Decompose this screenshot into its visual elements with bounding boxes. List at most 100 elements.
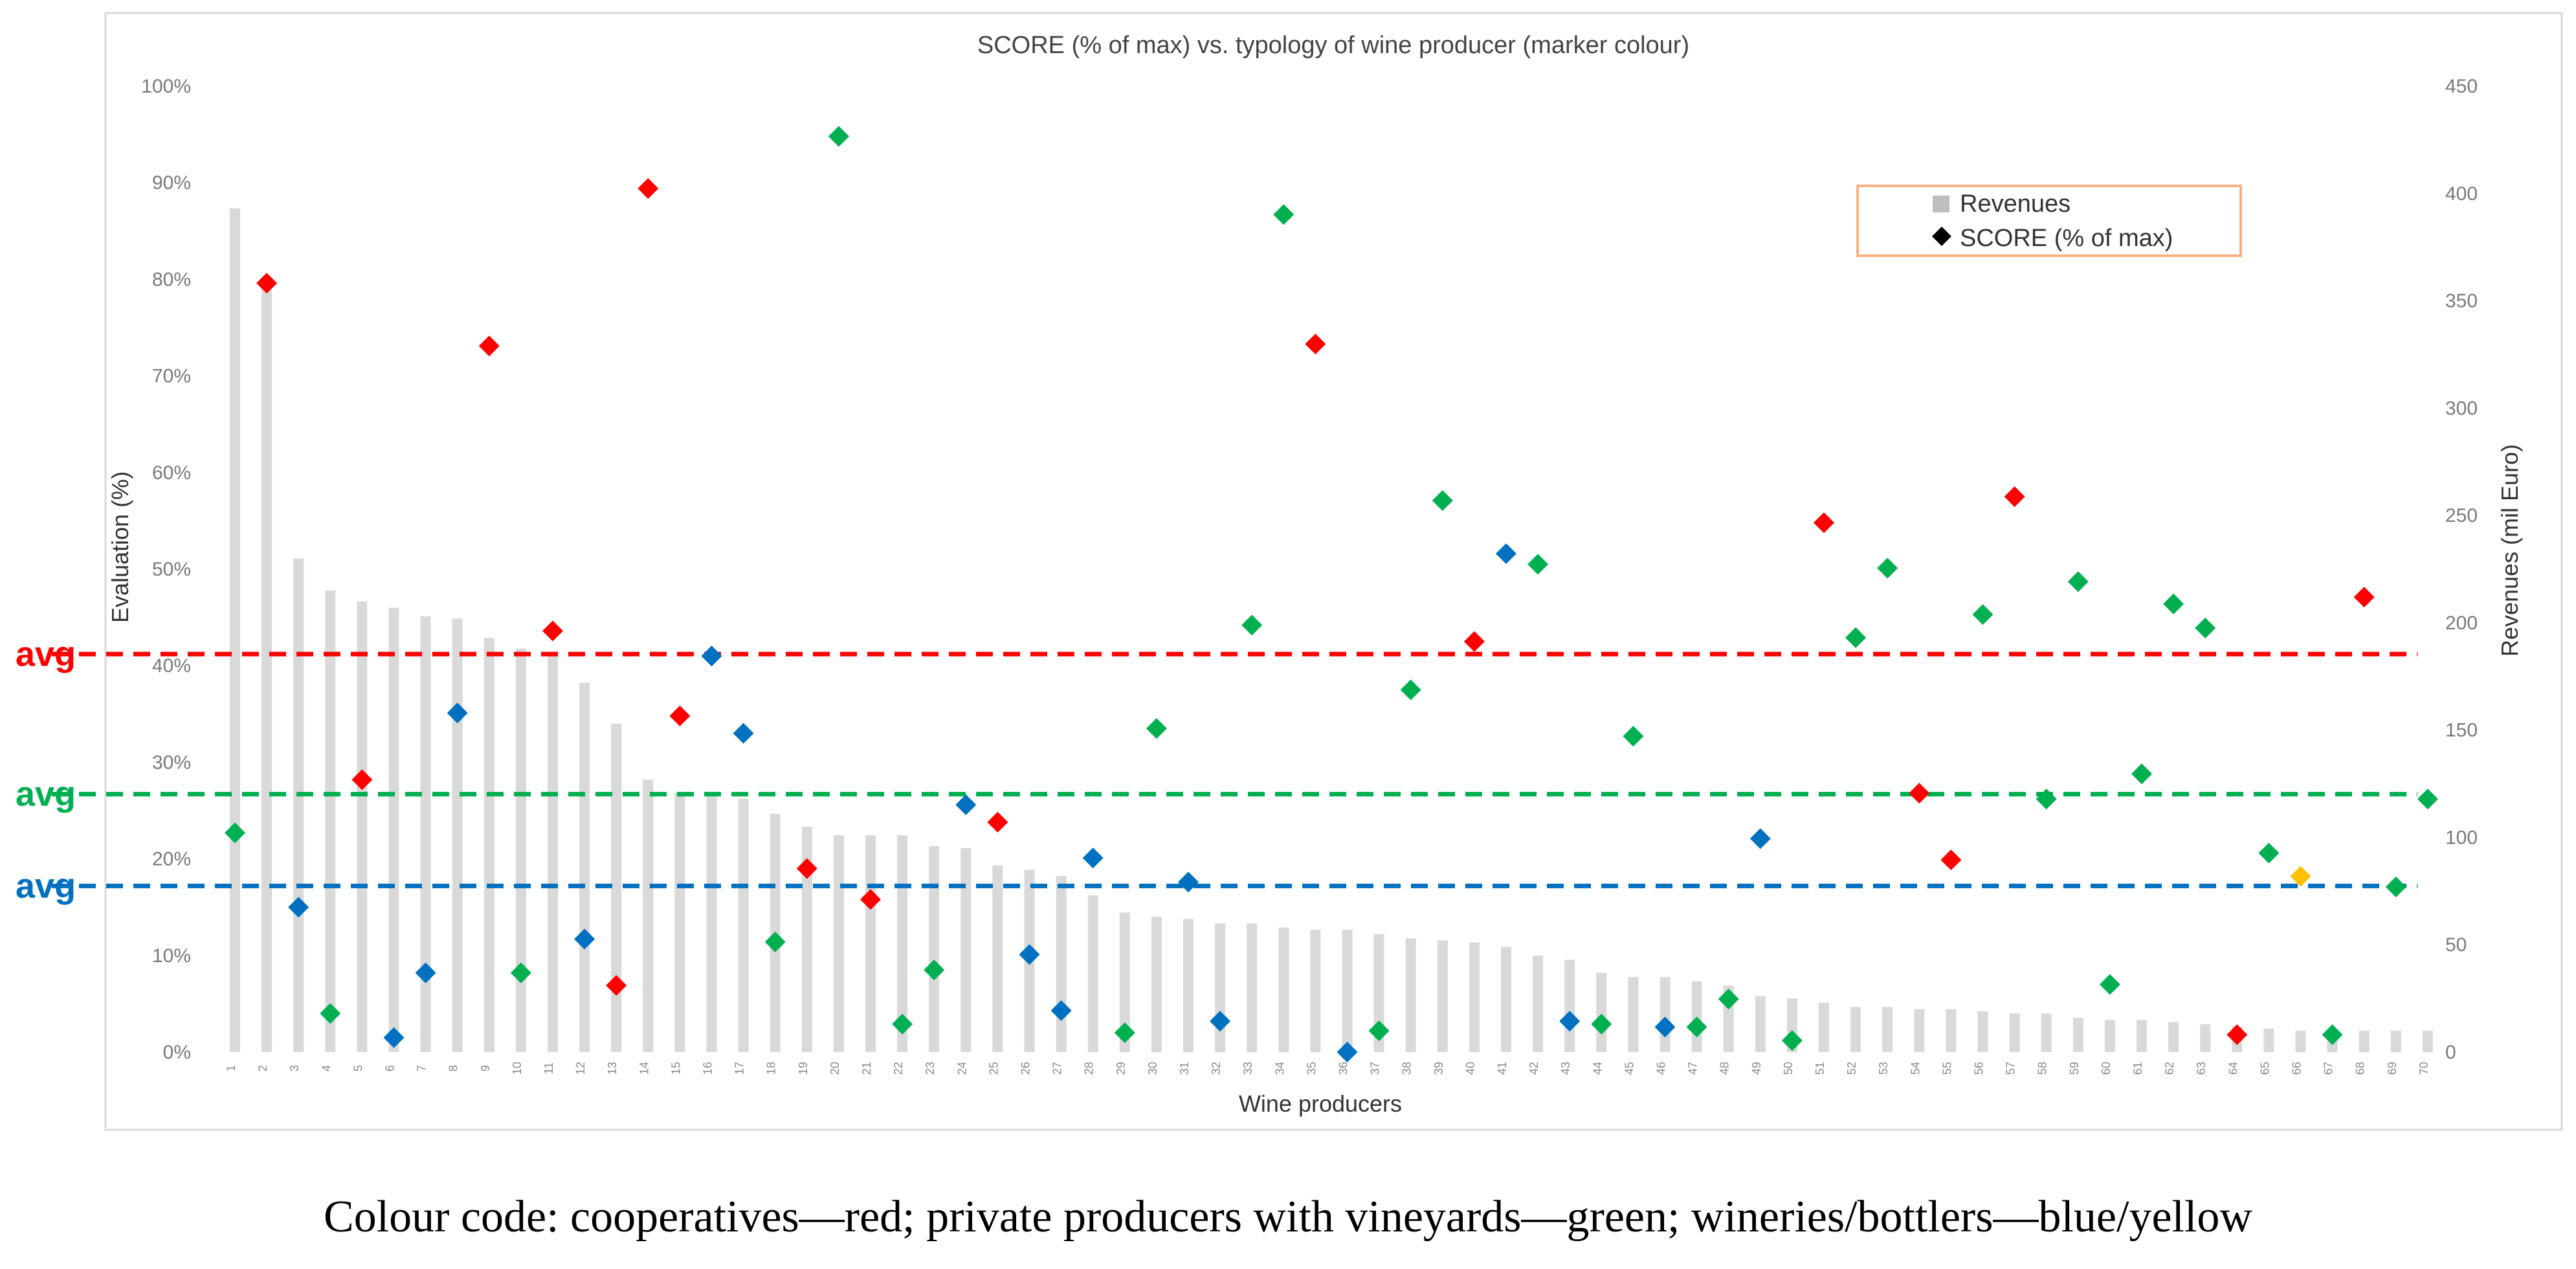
score-marker	[2385, 876, 2406, 897]
score-marker	[447, 702, 468, 724]
x-tick-label: 56	[1973, 1062, 1986, 1075]
y2-tick-label: 450	[2445, 76, 2478, 97]
revenue-bar	[579, 682, 590, 1052]
figure-caption: Colour code: cooperatives—red; private p…	[324, 1192, 2252, 1242]
y-tick-label: 10%	[152, 945, 191, 967]
y-tick-label: 70%	[152, 366, 191, 387]
revenue-bar	[357, 601, 368, 1052]
y-tick-label: 100%	[141, 76, 191, 97]
revenue-bar	[1628, 976, 1639, 1052]
x-tick-label: 30	[1146, 1062, 1159, 1075]
score-marker	[351, 769, 373, 791]
legend: Revenues SCORE (% of max)	[1856, 185, 2242, 257]
revenue-bar	[1373, 934, 1384, 1052]
y-tick-label: 60%	[152, 462, 191, 484]
revenue-bar	[483, 638, 494, 1052]
score-marker	[1972, 604, 1993, 625]
x-tick-label: 69	[2386, 1062, 2399, 1075]
score-marker	[510, 962, 531, 983]
x-tick-label: 2	[256, 1065, 269, 1072]
x-tick-label: 51	[1814, 1062, 1827, 1075]
x-tick-label: 24	[955, 1062, 968, 1075]
revenue-bar	[1056, 876, 1067, 1052]
x-tick-label: 67	[2322, 1062, 2335, 1075]
legend-score-label: SCORE (% of max)	[1960, 225, 2173, 252]
revenue-bar	[801, 826, 812, 1052]
y-tick-label: 80%	[152, 269, 191, 290]
score-marker	[1210, 1011, 1231, 1032]
score-marker	[225, 822, 245, 844]
score-marker	[1146, 718, 1167, 739]
x-tick-label: 19	[797, 1062, 810, 1075]
x-tick-label: 21	[860, 1062, 873, 1075]
score-marker	[892, 1013, 913, 1035]
revenue-bar	[2263, 1028, 2274, 1052]
x-tick-label: 49	[1750, 1062, 1763, 1075]
x-tick-label: 50	[1782, 1062, 1795, 1075]
y2-tick-label: 100	[2445, 827, 2478, 848]
x-tick-label: 65	[2258, 1062, 2271, 1075]
y2-tick-label: 300	[2445, 398, 2478, 419]
x-tick-label: 31	[1178, 1062, 1191, 1075]
x-tick-label: 32	[1210, 1062, 1223, 1075]
score-marker	[256, 273, 278, 294]
revenue-bar	[1469, 942, 1480, 1052]
score-marker	[1273, 204, 1294, 225]
x-tick-label: 20	[828, 1062, 841, 1075]
revenue-bar	[674, 792, 685, 1052]
revenue-bar	[643, 779, 654, 1052]
axis-ticks: 0% 10% 20% 30% 40% 50% 60% 70% 80% 90% 100% 0 50 100 1…	[141, 76, 2478, 1075]
y2-tick-label: 400	[2445, 183, 2478, 205]
x-tick-label: 9	[479, 1065, 492, 1072]
revenue-bar	[2104, 1020, 2115, 1052]
chart-title: SCORE (% of max) vs. typology of wine pr…	[977, 32, 1689, 59]
revenue-bar	[2422, 1030, 2433, 1052]
y-tick-label: 20%	[152, 849, 191, 870]
revenue-bar	[929, 846, 940, 1052]
x-tick-label: 4	[320, 1065, 333, 1072]
x-tick-label: 60	[2100, 1062, 2113, 1075]
y2-tick-label: 200	[2445, 612, 2478, 634]
revenue-bar	[706, 796, 717, 1052]
revenue-bar	[1819, 1002, 1829, 1052]
score-marker	[1940, 849, 1962, 871]
revenue-bar	[2200, 1024, 2211, 1052]
x-tick-label: 3	[288, 1065, 301, 1072]
score-marker	[1432, 490, 1453, 511]
score-marker	[701, 646, 722, 667]
revenue-bar	[1946, 1009, 1957, 1052]
score-marker	[2353, 587, 2375, 608]
score-marker	[733, 723, 754, 744]
score-marker	[1623, 726, 1644, 747]
score-marker	[1527, 554, 1549, 575]
y2-tick-label: 250	[2445, 505, 2478, 526]
x-tick-label: 17	[733, 1062, 746, 1075]
score-markers	[225, 126, 2438, 1062]
revenue-bar	[2359, 1030, 2370, 1052]
x-tick-label: 66	[2291, 1062, 2304, 1075]
x-tick-label: 15	[669, 1062, 682, 1075]
y2-axis-title: Revenues (mil Euro)	[2496, 444, 2523, 657]
x-tick-label: 46	[1655, 1062, 1668, 1075]
score-marker	[1781, 1030, 1803, 1051]
x-tick-label: 11	[542, 1062, 555, 1075]
x-tick-label: 33	[1241, 1062, 1254, 1075]
score-marker	[542, 620, 563, 642]
revenue-bar	[1882, 1007, 1893, 1052]
x-tick-label: 59	[2068, 1062, 2081, 1075]
y-tick-label: 90%	[152, 172, 191, 194]
chart-frame	[104, 12, 2563, 1131]
score-marker	[1686, 1016, 1707, 1038]
score-marker	[1591, 1013, 1612, 1035]
x-tick-label: 6	[384, 1065, 397, 1072]
score-marker	[924, 960, 945, 981]
score-marker	[2226, 1024, 2248, 1046]
score-marker	[1559, 1011, 1581, 1032]
revenue-bar	[261, 284, 272, 1052]
x-tick-label: 14	[638, 1062, 650, 1075]
revenue-bar	[1087, 895, 1098, 1052]
score-marker	[1654, 1016, 1676, 1038]
x-tick-label: 35	[1305, 1062, 1318, 1075]
score-marker	[1114, 1022, 1135, 1044]
